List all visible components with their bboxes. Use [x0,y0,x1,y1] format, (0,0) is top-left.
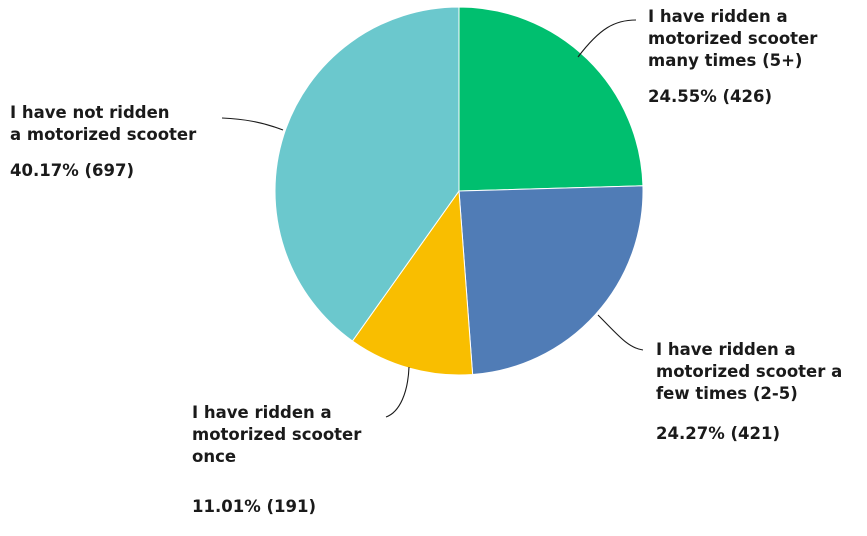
slice-label-line: once [192,447,236,466]
pie-slice-few-times [458,185,644,376]
slice-label-line: I have ridden a [648,7,788,26]
leader-line-not-ridden [221,117,284,131]
slice-percent-not-ridden: 40.17% (697) [10,161,134,180]
slice-label-once: I have ridden a motorized scooter once [192,403,362,466]
leader-line-once [385,366,410,418]
slice-label-line: motorized scooter a [656,362,842,381]
leader-line-many-times [577,19,637,58]
slice-label-line: few times (2-5) [656,384,798,403]
slice-percent-many-times: 24.55% (426) [648,87,772,106]
leader-line-few-times [597,314,644,351]
slice-label-line: a motorized scooter [10,125,197,144]
slice-label-line: motorized scooter [192,425,362,444]
slice-label-line: many times (5+) [648,51,802,70]
leader-lines [221,19,644,418]
slice-percent-once: 11.01% (191) [192,497,316,516]
pie-slice-not-ridden [274,6,460,342]
slice-label-line: motorized scooter [648,29,818,48]
pie-slice-once [351,189,474,376]
slice-label-few-times: I have ridden a motorized scooter a few ti… [656,340,842,403]
slice-label-line: I have ridden a [192,403,332,422]
slice-label-line: I have ridden a [656,340,796,359]
slice-label-not-ridden: I have not ridden a motorized scooter [10,103,197,144]
slice-label-many-times: I have ridden a motorized scooter many tim… [648,7,818,70]
pie-slice-many-times [458,6,644,192]
slice-labels: I have ridden a motorized scooter many tim… [10,7,842,516]
pie-slices [274,6,644,376]
slice-percent-few-times: 24.27% (421) [656,424,780,443]
slice-label-line: I have not ridden [10,103,170,122]
